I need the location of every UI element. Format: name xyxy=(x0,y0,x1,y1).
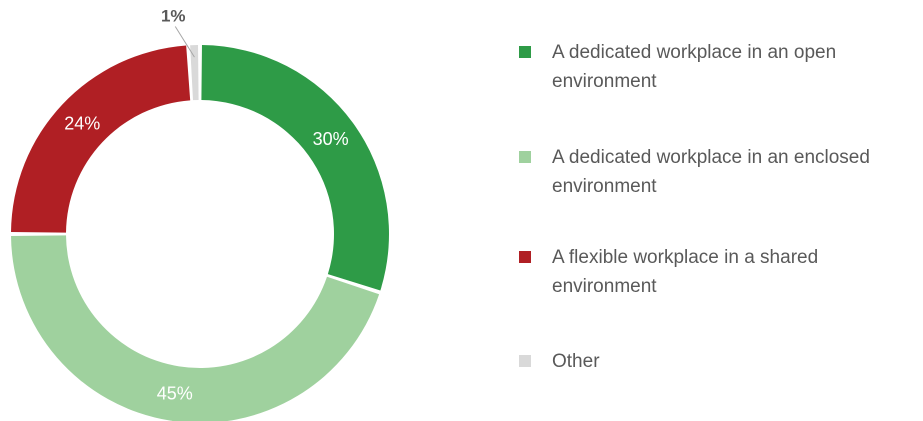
slice-label-a-dedicated-workplace-in-an-open-environment: 30% xyxy=(313,129,349,149)
legend-label-open-environment: A dedicated workplace in an open environ… xyxy=(552,42,837,92)
legend-item-enclosed-environment: A dedicated workplace in an enclosed env… xyxy=(519,145,912,201)
legend-swatch-enclosed-environment xyxy=(519,151,531,163)
leader-line-other xyxy=(174,26,195,58)
legend-item-open-environment: A dedicated workplace in an open environ… xyxy=(519,40,912,96)
donut-slice-a-dedicated-workplace-in-an-enclosed-environment xyxy=(11,235,380,421)
legend-swatch-other xyxy=(519,355,531,367)
legend-label-other: Other xyxy=(552,351,600,372)
legend-swatch-shared-environment xyxy=(519,251,531,263)
slice-label-a-dedicated-workplace-in-an-enclosed-environment: 45% xyxy=(157,384,193,404)
legend-item-shared-environment: A flexible workplace in a shared environ… xyxy=(519,245,912,301)
donut-slice-other xyxy=(190,45,199,101)
donut-slice-a-dedicated-workplace-in-an-open-environment xyxy=(201,45,389,291)
donut-chart: 30% 45% 24% 1% xyxy=(11,6,389,421)
donut-slice-a-flexible-workplace-in-a-shared-environment xyxy=(11,45,191,233)
slice-label-a-flexible-workplace-in-a-shared-environment: 24% xyxy=(64,113,100,133)
slice-label-other: 1% xyxy=(161,6,186,25)
legend-item-other: Other xyxy=(519,349,912,376)
legend-swatch-open-environment xyxy=(519,46,531,58)
chart-legend: A dedicated workplace in an open environ… xyxy=(519,0,923,421)
legend-label-enclosed-environment: A dedicated workplace in an enclosed env… xyxy=(552,147,870,197)
legend-label-shared-environment: A flexible workplace in a shared environ… xyxy=(552,247,819,297)
